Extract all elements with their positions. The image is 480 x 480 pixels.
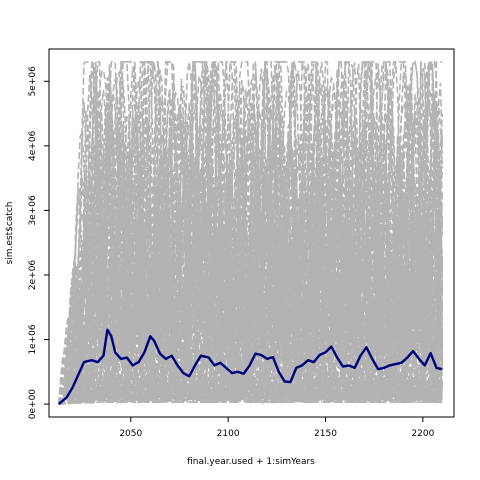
- simulation-line: [57, 132, 444, 405]
- y-tick-label: 2e+06: [28, 260, 38, 291]
- y-tick-label: 3e+06: [28, 195, 38, 226]
- simulation-line: [57, 61, 444, 405]
- simulation-line: [57, 265, 444, 405]
- simulation-line: [58, 260, 444, 405]
- median-series: [57, 328, 443, 406]
- y-axis: 0e+00 1e+06 2e+06 3e+06 4e+06 5e+06: [28, 66, 49, 419]
- y-tick-label: 0e+00: [28, 389, 38, 420]
- y-axis-title: sim.est$catch: [5, 202, 15, 265]
- y-tick-label: 4e+06: [28, 130, 38, 161]
- x-tick-label: 2200: [411, 429, 434, 439]
- simulation-line: [57, 249, 444, 405]
- simulation-line: [58, 387, 443, 405]
- simulation-line: [58, 392, 443, 405]
- simulation-line: [57, 79, 444, 405]
- x-tick-label: 2050: [119, 429, 142, 439]
- plot-frame: [48, 48, 455, 418]
- simulation-lines: [57, 59, 444, 406]
- simulation-line: [57, 241, 444, 405]
- simulation-line: [58, 61, 444, 405]
- simulation-line: [57, 96, 444, 405]
- y-tick-label: 5e+06: [28, 66, 38, 97]
- simulation-line: [57, 201, 444, 405]
- y-tick-label: 1e+06: [28, 324, 38, 355]
- x-axis-title: final.year.used + 1:simYears: [187, 457, 315, 467]
- simulation-line: [57, 60, 444, 405]
- median-line: [57, 328, 443, 406]
- x-tick-label: 2150: [314, 429, 337, 439]
- x-tick-label: 2100: [217, 429, 240, 439]
- x-axis: 2050 2100 2150 2200: [119, 417, 435, 439]
- simulation-line: [58, 375, 443, 405]
